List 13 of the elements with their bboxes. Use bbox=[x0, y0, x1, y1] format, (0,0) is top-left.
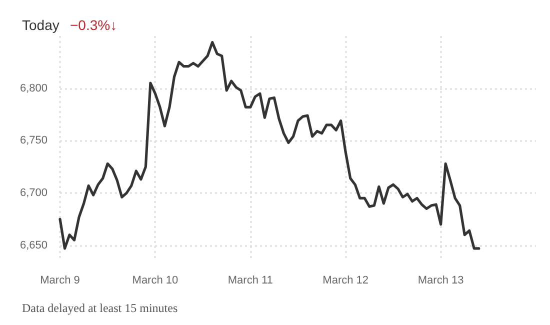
x-tick-label: March 9 bbox=[40, 274, 80, 286]
y-tick-label: 6,650 bbox=[20, 239, 48, 252]
text: Data delayed at least 15 minutes bbox=[22, 301, 178, 315]
line-series bbox=[58, 40, 480, 250]
x-tick-label: March 13 bbox=[418, 274, 464, 286]
x-tick-label: March 10 bbox=[132, 274, 178, 286]
x-tick-label: March 12 bbox=[322, 274, 369, 286]
y-tick-label: 6,700 bbox=[20, 186, 48, 199]
text: −0.3%↓ bbox=[70, 17, 118, 33]
chart-subtitle: Today bbox=[22, 17, 60, 33]
y-tick-label: 6,750 bbox=[20, 134, 48, 147]
x-tick-label: March 11 bbox=[228, 274, 273, 286]
y-tick-label: 6,800 bbox=[20, 82, 48, 94]
